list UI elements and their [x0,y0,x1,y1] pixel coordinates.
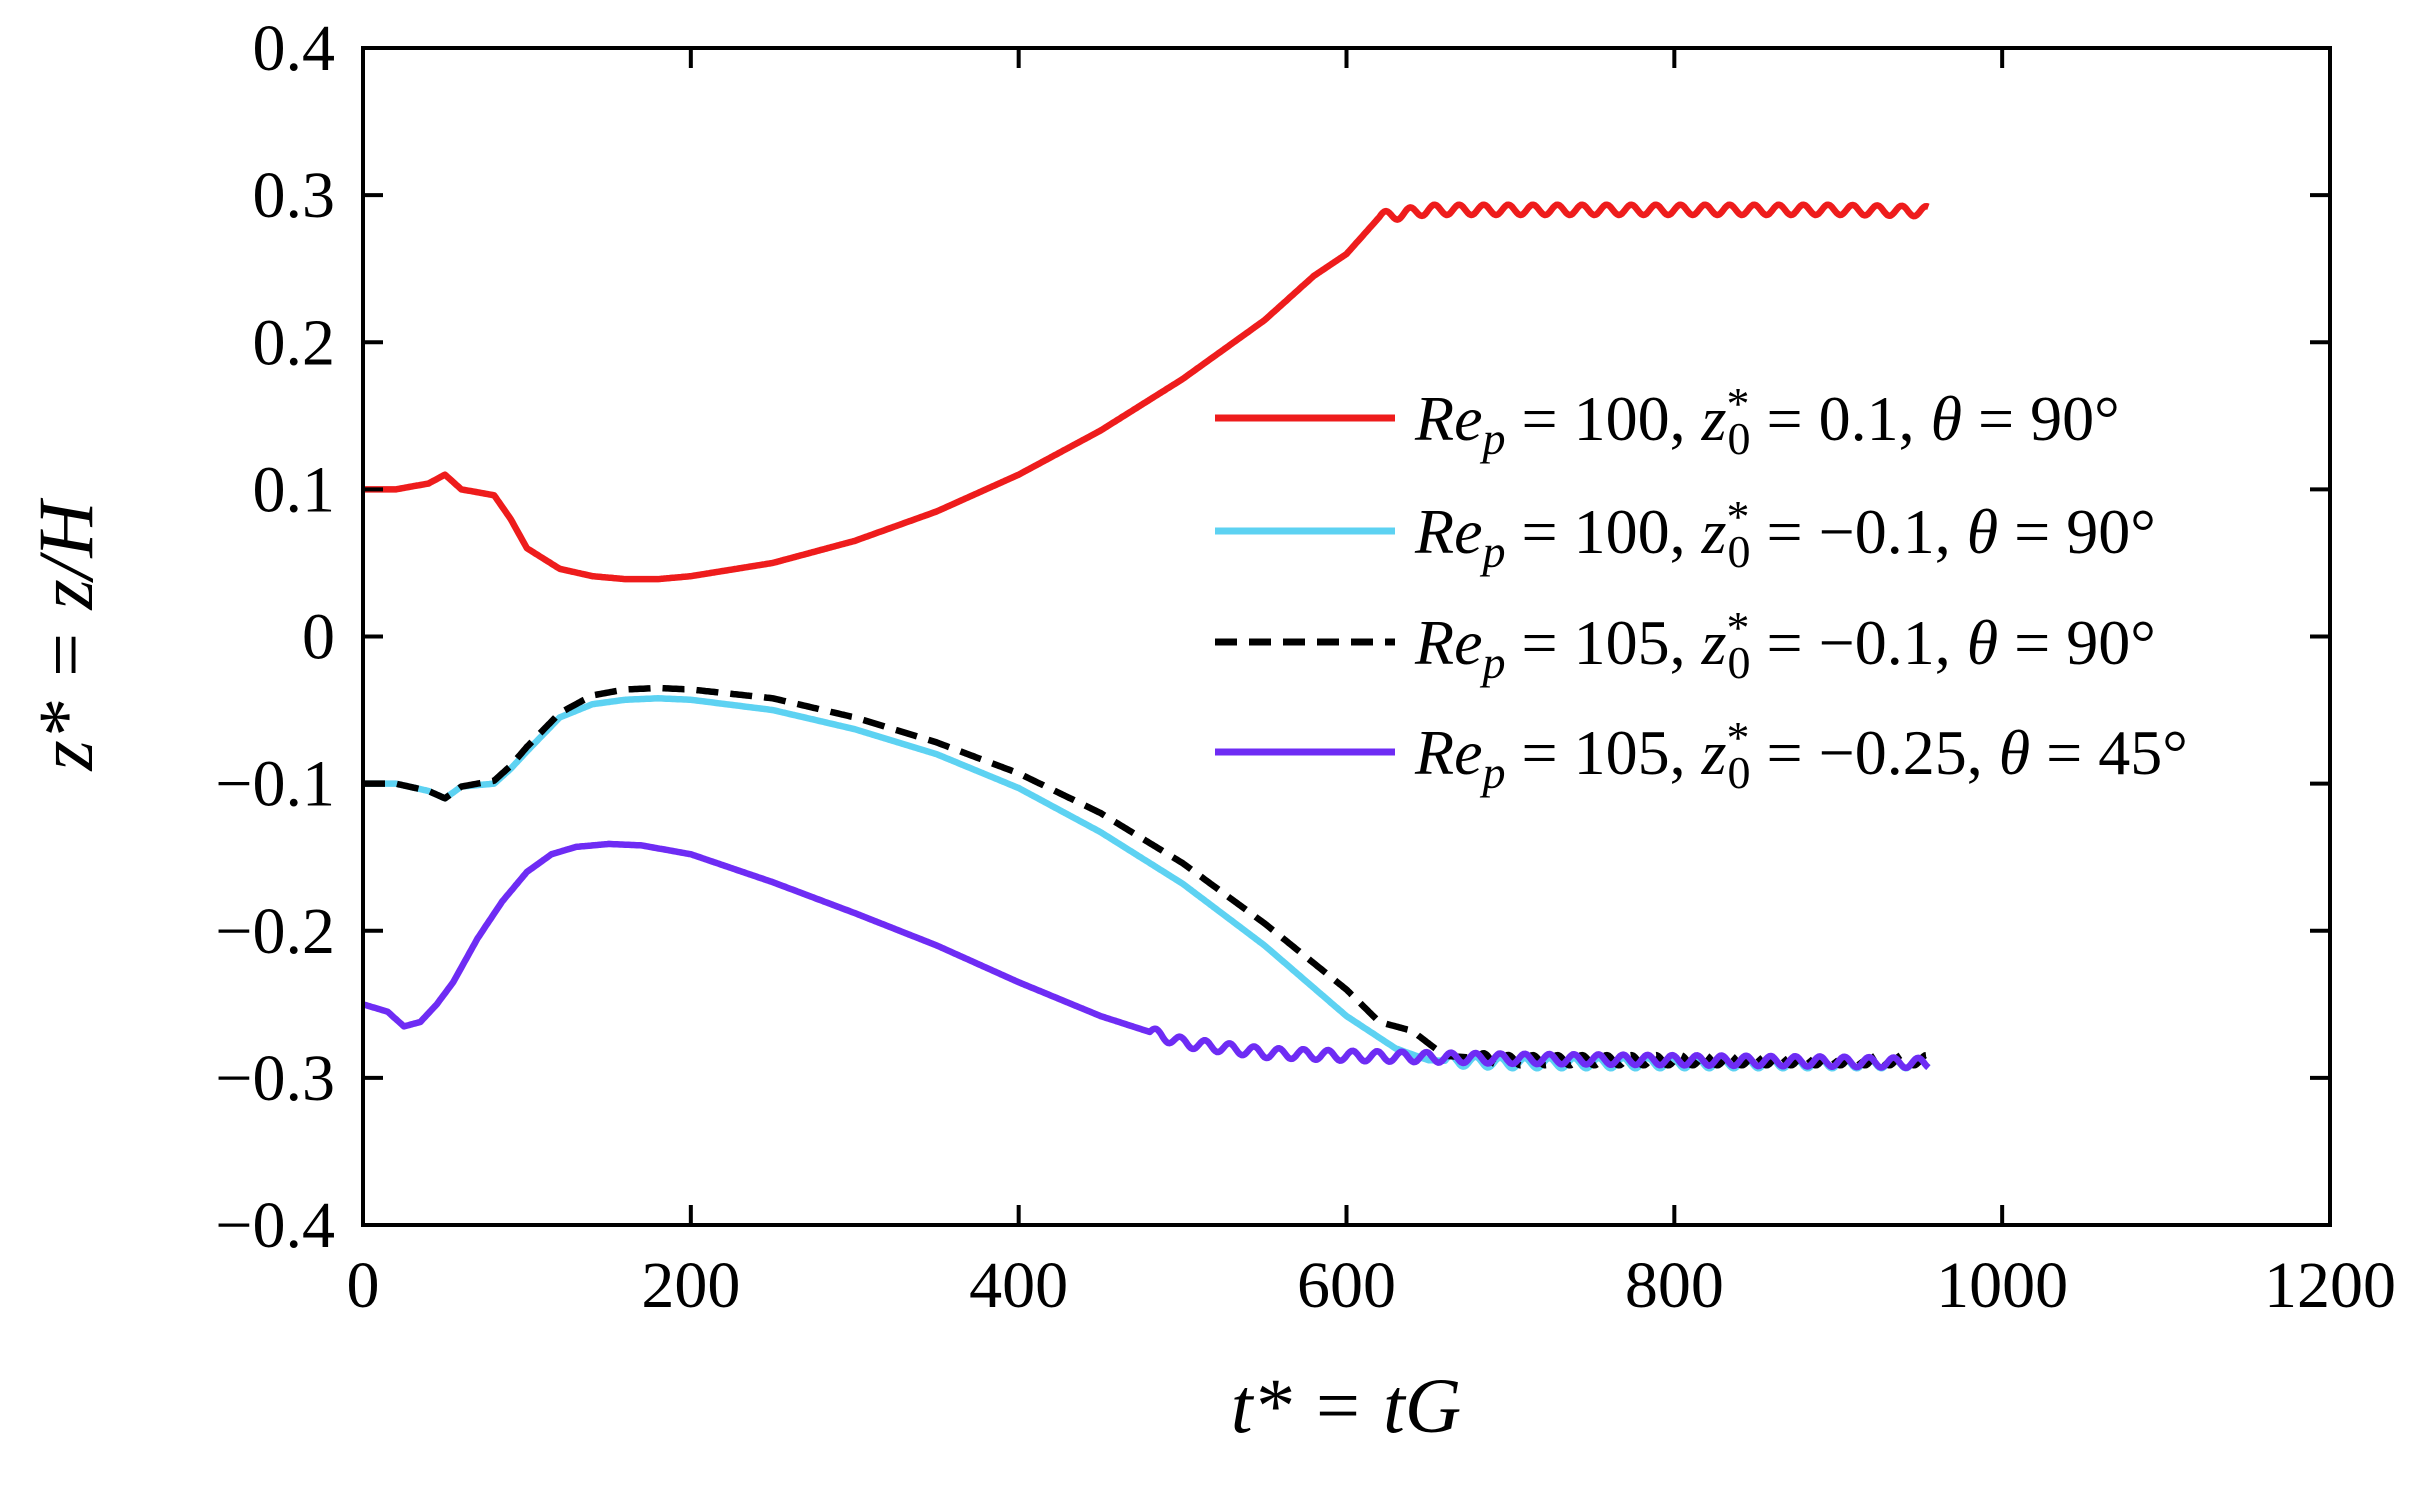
y-tick-label: −0.2 [215,895,335,968]
y-tick-label: −0.3 [215,1042,335,1115]
x-tick-label: 800 [1625,1249,1724,1322]
legend-label-2: Rep = 100, z* 0 = −0.1, θ = 90° [1414,491,2156,576]
x-tick-label: 1000 [1936,1249,2068,1322]
y-axis: −0.4 −0.3 −0.2 −0.1 0 0.1 0.2 0.3 0.4 [215,12,2330,1262]
y-tick-label: 0.2 [253,306,336,379]
legend-label-3: Rep = 105, z* 0 = −0.1, θ = 90° [1414,602,2156,687]
x-tick-label: 400 [969,1249,1068,1322]
x-tick-label: 1200 [2264,1249,2396,1322]
y-tick-label: 0.3 [253,159,336,232]
series-layer [361,201,1931,1072]
y-tick-label: 0.1 [253,453,336,526]
x-tick-label: 600 [1297,1249,1396,1322]
legend-label-4: Rep = 105, z* 0 = −0.25, θ = 45° [1414,712,2188,797]
legend-label-1: Rep = 100, z* 0 = 0.1, θ = 90° [1414,378,2120,463]
x-axis-title: t* = tG [1231,1362,1461,1449]
x-tick-label: 0 [347,1249,380,1322]
x-tick-label: 200 [641,1249,740,1322]
x-axis: 0 200 400 600 800 1000 1200 [347,48,2396,1322]
y-tick-label: −0.4 [215,1189,335,1262]
series-line-1 [361,201,1931,583]
legend: Rep = 100, z* 0 = 0.1, θ = 90° Rep = 100, … [1215,378,2188,798]
series-line-3 [361,684,1931,1069]
y-tick-label: 0 [302,601,335,674]
series-line-4 [361,840,1931,1072]
y-axis-title: z* = z/H [22,498,109,772]
y-tick-label: −0.1 [215,748,335,821]
y-tick-label: 0.4 [253,12,336,85]
